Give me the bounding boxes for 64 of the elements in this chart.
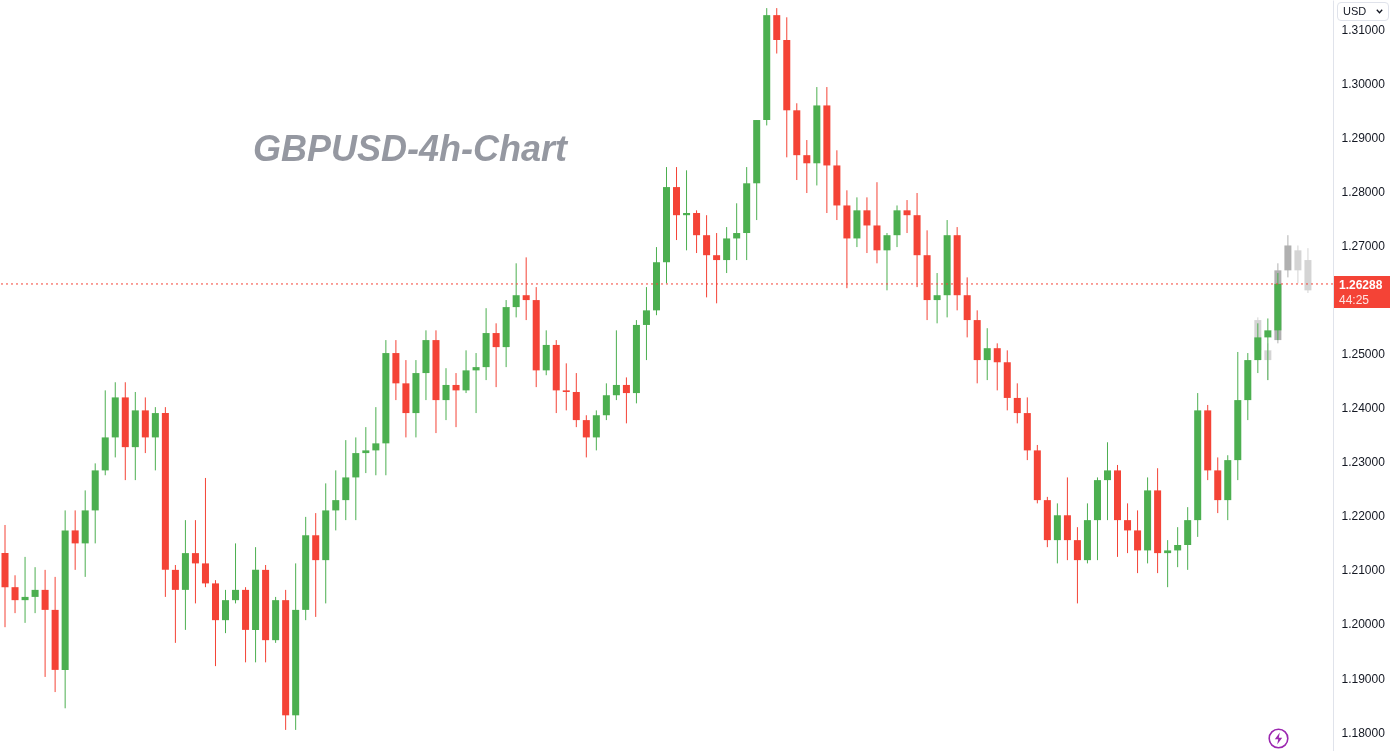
y-tick-label: 1.28000 xyxy=(1341,184,1386,199)
candlestick xyxy=(863,196,871,254)
y-tick-label: 1.21000 xyxy=(1341,563,1386,578)
candlestick xyxy=(933,272,941,324)
candlestick xyxy=(803,139,811,194)
y-axis-title: USD xyxy=(1343,5,1367,17)
y-tick-label: 1.24000 xyxy=(1341,401,1386,416)
y-tick-label: 1.25000 xyxy=(1341,347,1386,362)
candlestick xyxy=(342,439,350,521)
candlestick xyxy=(512,262,520,318)
candlestick xyxy=(733,202,741,261)
y-tick-label: 1.31000 xyxy=(1341,22,1386,37)
y-tick-label: 1.29000 xyxy=(1341,130,1386,145)
candlestick xyxy=(993,342,1001,391)
candlestick xyxy=(442,367,450,421)
candlestick xyxy=(332,469,340,531)
candlestick xyxy=(232,542,240,604)
candlestick xyxy=(693,209,701,254)
candlestick xyxy=(622,376,630,424)
y-tick-label: 1.19000 xyxy=(1341,671,1386,686)
candlestick xyxy=(191,519,199,604)
candlestick xyxy=(372,406,380,476)
candlestick xyxy=(562,362,570,411)
candlestick xyxy=(1164,539,1172,588)
text: GBPUSD-4h-Chart xyxy=(253,128,570,169)
candlestick xyxy=(1294,244,1302,284)
candlestick xyxy=(592,409,600,451)
y-tick-label: 1.20000 xyxy=(1341,617,1386,632)
candlestick xyxy=(472,352,480,414)
y-tick-label: 1.18000 xyxy=(1341,725,1386,740)
candlestick xyxy=(21,556,29,624)
text: 44:25 xyxy=(1339,292,1370,307)
y-tick-label: 1.27000 xyxy=(1341,238,1386,253)
candlestick xyxy=(723,226,731,274)
candlestick xyxy=(582,414,590,458)
candlestick xyxy=(612,329,620,401)
candlestick xyxy=(1174,526,1182,568)
candlestick xyxy=(1073,526,1081,604)
candlestick xyxy=(201,477,209,588)
candlestick xyxy=(1013,382,1021,424)
y-tick-label: 1.23000 xyxy=(1341,455,1386,470)
candlestick xyxy=(462,349,470,394)
dropdown: USD xyxy=(1337,2,1389,21)
candlestick xyxy=(1134,509,1142,574)
candlestick xyxy=(602,382,610,421)
candlestick xyxy=(11,574,19,614)
ref-line-label: 1.26288 xyxy=(1339,277,1383,292)
candlestick xyxy=(642,286,650,361)
candlestick xyxy=(903,199,911,234)
y-tick-label: 1.30000 xyxy=(1341,76,1386,91)
candlestick xyxy=(71,509,79,571)
candlestick xyxy=(1124,502,1132,554)
candlestick xyxy=(683,169,691,251)
candlestick xyxy=(1103,441,1111,521)
candlestick xyxy=(31,566,39,614)
y-tick-label: 1.22000 xyxy=(1341,509,1386,524)
candlestick xyxy=(171,564,179,644)
candlestick xyxy=(222,589,230,634)
candlestick xyxy=(362,426,370,474)
candlestick xyxy=(983,327,991,381)
candlestick xyxy=(883,232,891,291)
candlestick xyxy=(492,322,500,388)
candlestick xyxy=(41,569,49,678)
candlestick xyxy=(452,372,460,428)
